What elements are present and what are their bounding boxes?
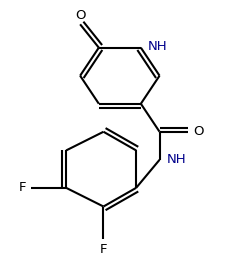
Text: NH: NH bbox=[148, 40, 168, 53]
Text: NH: NH bbox=[167, 153, 186, 166]
Text: F: F bbox=[19, 181, 26, 194]
Text: O: O bbox=[75, 10, 85, 22]
Text: F: F bbox=[100, 243, 107, 256]
Text: O: O bbox=[193, 125, 204, 138]
